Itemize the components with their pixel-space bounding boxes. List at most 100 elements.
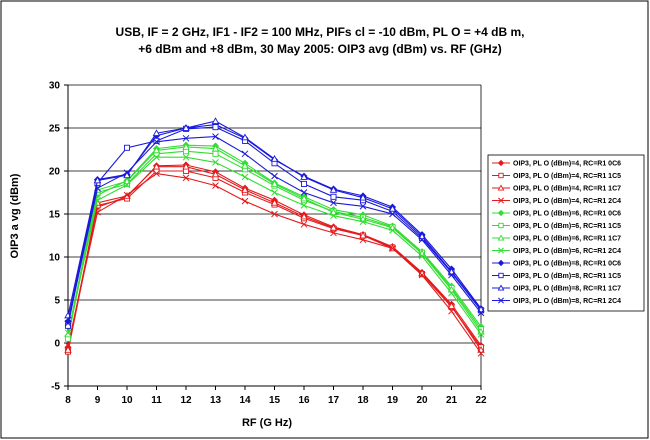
data-point-s10-5 (211, 117, 220, 124)
data-point-s3-11 (389, 245, 396, 252)
data-point-s11-3-stroke-b (153, 138, 160, 146)
data-point-s7-2-stroke-b (123, 181, 131, 189)
x-tick-label: 13 (210, 395, 222, 406)
legend-entry-4: OIP3, PL O (dBm)=6, RC=R1 0C6 (513, 211, 621, 218)
data-point-s7-13 (448, 289, 455, 297)
data-point-s7-6-stroke-b (241, 173, 249, 181)
data-point-s3-14-stroke-b (477, 349, 485, 357)
data-point-s6-8 (300, 194, 308, 202)
data-point-s3-6-stroke-b (241, 197, 249, 205)
data-point-s7-4-stroke-b (182, 153, 190, 161)
data-point-s7-5 (212, 159, 219, 166)
data-point-s7-9-stroke-b (330, 212, 337, 220)
data-point-s2-6 (241, 185, 249, 193)
data-point-s2-10 (359, 231, 367, 239)
data-point-s11-11 (389, 210, 396, 218)
x-tick-label: 9 (95, 395, 101, 406)
y-tick-label: 10 (49, 253, 61, 264)
data-point-s11-6 (241, 150, 249, 158)
data-point-s3-2 (123, 191, 131, 199)
legend-marker-3-stroke-b (498, 197, 504, 204)
data-point-s11-7-stroke-b (271, 172, 278, 180)
data-point-s3-12-stroke-b (418, 271, 426, 279)
data-point-s2-8 (300, 212, 308, 220)
legend-marker-11-stroke-b (498, 297, 504, 304)
data-point-s11-5 (212, 133, 219, 140)
data-point-s9-8 (301, 180, 308, 187)
data-point-s9-0 (64, 322, 71, 329)
data-point-s3-7-stroke-b (271, 210, 278, 218)
data-point-s10-7 (270, 155, 279, 162)
legend-entry-8: OIP3, PL O (dBm)=8, RC=R1 0C6 (513, 261, 621, 268)
data-point-s7-1-stroke-b (94, 196, 101, 204)
x-tick-label: 12 (180, 395, 192, 406)
data-point-s11-6-stroke-b (241, 150, 249, 158)
data-point-s10-2 (123, 171, 131, 179)
data-point-s11-9 (330, 199, 337, 207)
data-point-s11-8 (300, 189, 308, 196)
chart-title-line1: USB, IF = 2 GHz, IF1 - IF2 = 100 MHz, PI… (116, 25, 525, 39)
data-point-s7-3 (153, 153, 160, 161)
data-point-s3-0-stroke-b (64, 342, 72, 349)
data-point-s3-8-stroke-b (300, 220, 308, 228)
data-point-s6-5 (211, 144, 220, 152)
data-point-s7-6 (241, 173, 249, 181)
x-tick-label: 17 (328, 395, 340, 406)
data-point-s3-3 (153, 170, 160, 177)
legend-entry-5: OIP3, PL O (dBm)=6, RC=R1 1C5 (513, 223, 621, 230)
data-point-s6-6 (241, 161, 249, 169)
legend-marker-7-stroke-b (498, 247, 504, 254)
data-point-s11-1-stroke-b (94, 184, 101, 192)
x-axis-label: RF (G Hz) (242, 417, 292, 429)
data-point-s3-14 (477, 349, 485, 357)
data-point-s10-1 (93, 176, 102, 184)
data-point-s3-4 (182, 174, 190, 182)
legend-marker-4 (497, 209, 505, 217)
data-point-s9-9 (330, 193, 337, 200)
legend-entry-10: OIP3, PL O (dBm)=8, RC=R1 1C7 (513, 286, 621, 293)
data-point-s7-8 (300, 202, 308, 209)
data-point-s7-9 (330, 212, 337, 220)
data-point-s9-3 (153, 137, 160, 144)
y-tick-label: 25 (49, 124, 61, 135)
data-point-s11-14-stroke-b (477, 309, 485, 317)
data-point-s10-10 (359, 193, 367, 201)
data-point-s7-14-stroke-b (477, 331, 485, 338)
data-point-s2-5 (211, 170, 220, 178)
data-point-s10-12 (418, 232, 426, 240)
data-point-s7-8-stroke-b (300, 202, 308, 209)
data-point-s11-9-stroke-b (330, 199, 337, 207)
legend-marker-10 (497, 284, 505, 291)
y-tick-label: 30 (49, 81, 61, 92)
legend-marker-3 (498, 197, 504, 204)
data-point-s7-14 (477, 331, 485, 338)
data-point-s3-7 (271, 210, 278, 218)
legend-marker-0 (497, 159, 505, 167)
x-tick-label: 10 (121, 395, 133, 406)
data-point-s2-3 (152, 162, 161, 170)
data-point-s7-7-stroke-b (271, 189, 278, 196)
legend-marker-5 (498, 222, 504, 229)
data-point-s11-10 (359, 202, 367, 210)
data-point-s3-12 (418, 271, 426, 279)
data-point-s11-7 (271, 172, 278, 180)
data-point-s3-6 (241, 197, 249, 205)
legend-entry-9: OIP3, PL O (dBm)=8, RC=R1 1C5 (513, 273, 621, 280)
data-point-s3-5 (212, 182, 219, 189)
x-tick-label: 16 (298, 395, 310, 406)
data-point-s3-0 (64, 342, 72, 349)
y-tick-label: -5 (51, 382, 60, 393)
legend-marker-8 (497, 259, 505, 267)
data-point-s2-0 (64, 345, 72, 353)
data-point-s9-5 (212, 124, 219, 131)
plot-area: -5 0 5 10 15 20 25 30 8 9 10 11 12 13 14 15 16 17 18 19 20 21… (49, 81, 487, 407)
data-point-s7-10-stroke-b (359, 218, 367, 226)
x-tick-label: 15 (269, 395, 281, 406)
data-point-s11-0 (64, 319, 72, 327)
data-point-s6-7 (270, 179, 279, 187)
y-tick-label: 0 (54, 339, 60, 350)
data-point-s11-4-stroke-b (182, 134, 190, 142)
data-point-s7-5-stroke-b (212, 159, 219, 166)
data-point-s6-9 (329, 208, 338, 216)
